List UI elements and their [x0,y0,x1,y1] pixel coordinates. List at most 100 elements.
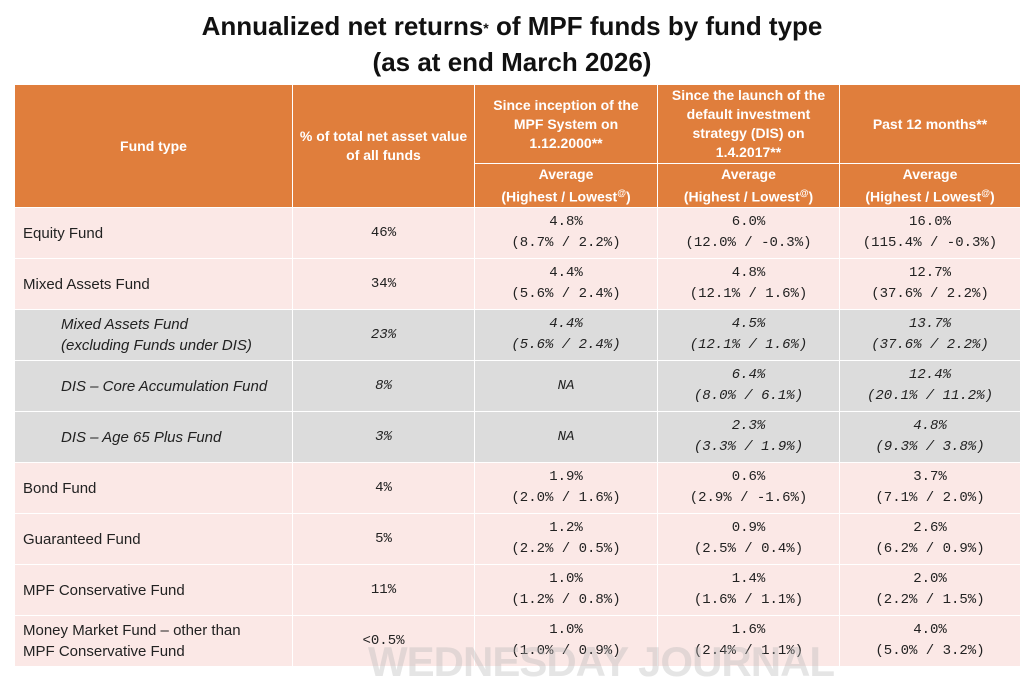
nav-share-cell: 4% [292,462,475,514]
nav-share-cell: 23% [292,309,475,361]
range-value: (2.2% / 1.5%) [875,592,985,608]
range-value: (2.5% / 0.4%) [693,541,804,557]
nav-share-cell: 34% [292,258,475,310]
average-value: 0.6% [731,469,766,485]
range-value: (3.3% / 1.9%) [693,439,804,455]
range-value: (12.0% / -0.3%) [685,235,812,251]
inception-cell: 1.0% (1.2% / 0.8%) [474,564,658,616]
header-since-inception: Since inception of the MPF System on 1.1… [474,84,658,164]
nav-share-cell: 8% [292,360,475,412]
header-average-highest-lowest: Average (Highest / Lowest@) [657,163,840,208]
average-value: 2.3% [731,418,766,434]
table-row: Guaranteed Fund 5% 1.2% (2.2% / 0.5%) 0.9% (2… [14,513,1021,565]
header-average-highest-lowest: Average (Highest / Lowest@) [474,163,658,208]
average-value: 12.7% [908,265,951,281]
average-value: 6.0% [731,214,766,230]
average-value: 1.2% [549,520,583,536]
dis-cell: 4.5% (12.1% / 1.6%) [657,309,840,361]
table-row: Mixed Assets Fund 34% 4.4% (5.6% / 2.4%) 4.8… [14,258,1021,310]
range-value: (6.2% / 0.9%) [875,541,985,557]
range-value: (9.3% / 3.8%) [875,439,985,455]
average-value: 2.0% [913,571,947,587]
average-value: 1.0% [549,622,583,638]
range-value: (5.6% / 2.4%) [511,337,621,353]
range-value: (2.4% / 1.1%) [693,643,804,659]
inception-cell: 1.0% (1.0% / 0.9%) [474,615,658,667]
average-value: 3.7% [913,469,947,485]
average-value: 12.4% [908,367,951,383]
average-value: 4.5% [731,316,766,332]
past-12-cell: 13.7% (37.6% / 2.2%) [839,309,1021,361]
past-12-cell: 4.0% (5.0% / 3.2%) [839,615,1021,667]
inception-cell: NA [474,411,658,463]
past-12-cell: 12.7% (37.6% / 2.2%) [839,258,1021,310]
past-12-cell: 3.7% (7.1% / 2.0%) [839,462,1021,514]
table-row: Mixed Assets Fund (excluding Funds under… [14,309,1021,361]
average-value: 1.9% [549,469,583,485]
inception-cell: 4.4% (5.6% / 2.4%) [474,309,658,361]
nav-share-cell: 46% [292,207,475,259]
table-row: Bond Fund 4% 1.9% (2.0% / 1.6%) 0.6% (2.9% / … [14,462,1021,514]
dis-cell: 1.6% (2.4% / 1.1%) [657,615,840,667]
inception-cell: 4.8% (8.7% / 2.2%) [474,207,658,259]
past-12-cell: 2.6% (6.2% / 0.9%) [839,513,1021,565]
fund-type-cell: DIS – Core Accumulation Fund [14,360,293,412]
range-value: (8.7% / 2.2%) [511,235,621,251]
range-value: (1.0% / 0.9%) [511,643,621,659]
average-value: 0.9% [731,520,766,536]
inception-cell: 1.9% (2.0% / 1.6%) [474,462,658,514]
fund-type-cell: MPF Conservative Fund [14,564,293,616]
nav-share-value: 11% [370,581,397,598]
nav-share-value: 4% [375,479,392,496]
range-value: (2.2% / 0.5%) [511,541,621,557]
range-value: (1.2% / 0.8%) [511,592,621,608]
dis-cell: 4.8% (12.1% / 1.6%) [657,258,840,310]
average-value: 16.0% [908,214,951,230]
range-value: (115.4% / -0.3%) [862,235,998,251]
range-value: (7.1% / 2.0%) [875,490,985,506]
inception-cell: 1.2% (2.2% / 0.5%) [474,513,658,565]
range-value: (12.1% / 1.6%) [689,286,808,302]
nav-share-value: 5% [375,530,392,547]
average-value: 1.6% [731,622,766,638]
fund-type-cell: Mixed Assets Fund [14,258,293,310]
average-value: 1.4% [731,571,766,587]
range-value: (37.6% / 2.2%) [871,337,989,353]
nav-share-value: 46% [370,224,397,241]
average-value: 4.0% [913,622,947,638]
table-row: Equity Fund 46% 4.8% (8.7% / 2.2%) 6.0% (12.0… [14,207,1021,259]
nav-share-value: 3% [375,428,392,445]
range-value: (12.1% / 1.6%) [689,337,808,353]
table-body: Equity Fund 46% 4.8% (8.7% / 2.2%) 6.0% (12.0… [14,207,1021,667]
average-value: NA [557,377,575,394]
average-value: 1.0% [549,571,583,587]
dis-cell: 0.9% (2.5% / 0.4%) [657,513,840,565]
fund-type-cell: Money Market Fund – other than MPF Conse… [14,615,293,667]
average-value: 4.4% [549,316,583,332]
nav-share-cell: 11% [292,564,475,616]
table-row: Money Market Fund – other than MPF Conse… [14,615,1021,667]
title-line-1: Annualized net returns* of MPF funds by … [201,11,823,41]
past-12-cell: 12.4% (20.1% / 11.2%) [839,360,1021,412]
nav-share-value: <0.5% [362,632,405,649]
range-value: (5.0% / 3.2%) [875,643,985,659]
average-value: NA [557,428,575,445]
dis-cell: 6.0% (12.0% / -0.3%) [657,207,840,259]
dis-cell: 1.4% (1.6% / 1.1%) [657,564,840,616]
header-since-dis: Since the launch of the default investme… [657,84,840,164]
header-average-highest-lowest: Average (Highest / Lowest@) [839,163,1021,208]
nav-share-cell: 3% [292,411,475,463]
returns-table: Fund type % of total net asset value of … [14,84,1021,667]
header-nav-share: % of total net asset value of all funds [292,84,475,208]
nav-share-cell: 5% [292,513,475,565]
nav-share-cell: <0.5% [292,615,475,667]
dis-cell: 0.6% (2.9% / -1.6%) [657,462,840,514]
range-value: (2.9% / -1.6%) [689,490,808,506]
fund-type-cell: Mixed Assets Fund (excluding Funds under… [14,309,293,361]
inception-cell: NA [474,360,658,412]
range-value: (8.0% / 6.1%) [693,388,804,404]
average-value: 13.7% [908,316,951,332]
header-fund-type: Fund type [14,84,293,208]
range-value: (20.1% / 11.2%) [866,388,994,404]
range-value: (2.0% / 1.6%) [511,490,621,506]
